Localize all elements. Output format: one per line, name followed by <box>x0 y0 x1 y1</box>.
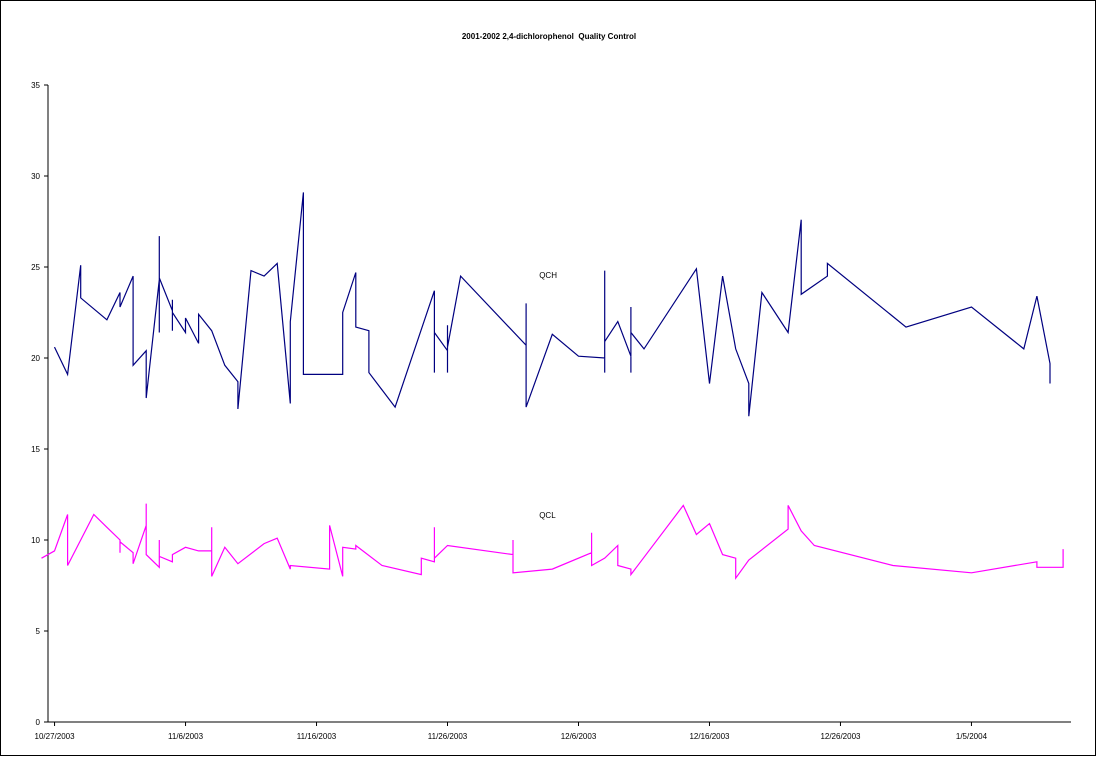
chart-axes <box>47 85 1071 723</box>
y-tick-label: 15 <box>31 445 40 454</box>
series-line-qch <box>53 192 1051 417</box>
y-axis-ticks: 0 5 10 15 20 25 30 35 <box>31 81 48 727</box>
chart-series <box>41 192 1064 581</box>
chart-title: 2001-2002 2,4-dichlorophenol Quality Con… <box>461 32 637 41</box>
y-tick-label: 0 <box>36 718 41 727</box>
x-axis-ticks: 10/27/2003 11/6/2003 11/16/2003 11/26/2003 1… <box>35 722 988 741</box>
y-tick-label: 20 <box>31 354 40 363</box>
x-tick-label: 12/26/2003 <box>820 732 861 741</box>
x-tick-label: 11/6/2003 <box>168 732 204 741</box>
x-tick-label: 11/16/2003 <box>297 732 337 741</box>
chart-annotations: QCH QCL <box>539 271 557 520</box>
x-tick-label: 10/27/2003 <box>35 732 76 741</box>
x-tick-label: 1/5/2004 <box>956 732 988 741</box>
annotation-qch: QCH <box>539 271 557 280</box>
annotation-qcl: QCL <box>539 511 556 520</box>
series-line-qcl <box>41 503 1064 581</box>
y-tick-label: 25 <box>31 263 40 272</box>
y-tick-label: 30 <box>31 172 40 181</box>
x-tick-label: 11/26/2003 <box>428 732 468 741</box>
x-tick-label: 12/16/2003 <box>689 732 730 741</box>
x-tick-label: 12/6/2003 <box>561 732 597 741</box>
y-tick-label: 5 <box>36 627 41 636</box>
y-tick-label: 10 <box>31 536 40 545</box>
y-tick-label: 35 <box>31 81 40 90</box>
